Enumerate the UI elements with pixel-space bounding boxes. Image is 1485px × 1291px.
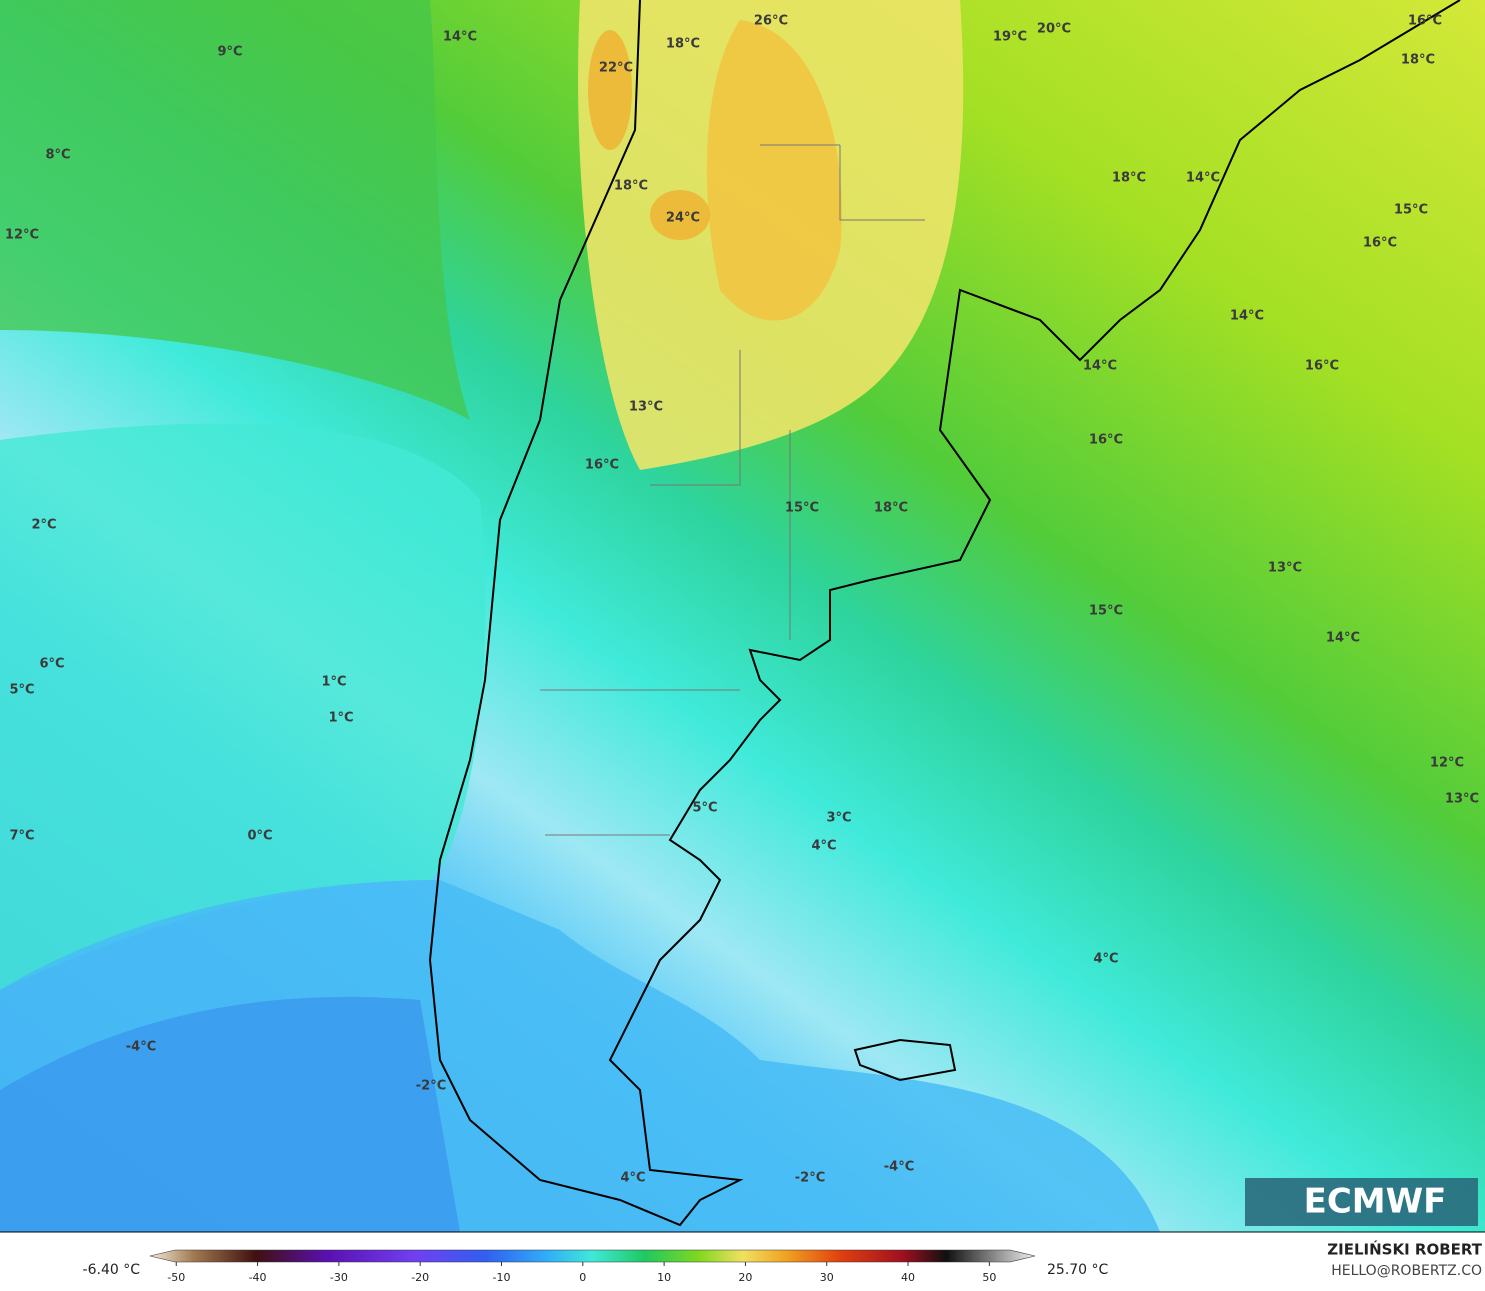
- temperature-field: [0, 996, 460, 1232]
- colorbar-tick-label: 10: [657, 1271, 671, 1284]
- temperature-label: 1°C: [321, 675, 346, 690]
- temperature-label: 18°C: [874, 501, 908, 516]
- temperature-field: [588, 30, 632, 150]
- min-label: -6.40 °C: [83, 1262, 141, 1278]
- colorbar-bar: [149, 1249, 1036, 1263]
- author: ZIELIŃSKI ROBERT: [1327, 1240, 1482, 1259]
- temperature-label: 3°C: [826, 811, 851, 826]
- colorbar-tick-label: -10: [493, 1271, 511, 1284]
- temperature-label: 20°C: [1037, 22, 1071, 37]
- colorbar-tick-label: -50: [167, 1271, 185, 1284]
- temperature-label: 4°C: [620, 1171, 645, 1186]
- temperature-label: 14°C: [443, 30, 477, 45]
- temperature-label: -2°C: [795, 1171, 825, 1186]
- logo-text: ECMWF: [1304, 1182, 1447, 1222]
- temperature-label: 14°C: [1326, 631, 1360, 646]
- temperature-field: [706, 20, 842, 321]
- temperature-label: 4°C: [811, 839, 836, 854]
- colorbar-tick-label: 20: [738, 1271, 752, 1284]
- temperature-label: 8°C: [45, 148, 70, 163]
- temperature-label: 15°C: [1394, 203, 1428, 218]
- temperature-label: 9°C: [217, 45, 242, 60]
- temperature-label: 22°C: [599, 61, 633, 76]
- temperature-label: 14°C: [1083, 359, 1117, 374]
- temperature-label: 16°C: [1408, 14, 1442, 29]
- temperature-label: 18°C: [666, 37, 700, 52]
- temperature-label: 2°C: [31, 518, 56, 533]
- temperature-label: 16°C: [585, 458, 619, 473]
- temperature-label: 5°C: [9, 683, 34, 698]
- temperature-label: 26°C: [754, 14, 788, 29]
- temperature-label: 16°C: [1305, 359, 1339, 374]
- temperature-label: 16°C: [1363, 236, 1397, 251]
- temperature-label: 14°C: [1186, 171, 1220, 186]
- temperature-label: 24°C: [666, 211, 700, 226]
- colorbar-tick-label: -30: [330, 1271, 348, 1284]
- temperature-label: 13°C: [629, 400, 663, 415]
- temperature-label: 14°C: [1230, 309, 1264, 324]
- temperature-label: 16°C: [1089, 433, 1123, 448]
- colorbar-tick-label: -40: [249, 1271, 267, 1284]
- temperature-label: 7°C: [9, 829, 34, 844]
- temperature-label: -4°C: [884, 1160, 914, 1175]
- temperature-label: 18°C: [614, 179, 648, 194]
- colorbar-tick-label: 50: [982, 1271, 996, 1284]
- temperature-label: 6°C: [39, 657, 64, 672]
- colorbar-tick-label: 0: [579, 1271, 586, 1284]
- border: [540, 144, 925, 836]
- temperature-label: 13°C: [1445, 792, 1479, 807]
- temperature-label: -4°C: [126, 1040, 156, 1055]
- map: [0, 0, 1485, 1232]
- temperature-label: -2°C: [416, 1079, 446, 1094]
- temperature-label: 12°C: [1430, 756, 1464, 771]
- coastline: [853, 1038, 957, 1082]
- temperature-label: 4°C: [1093, 952, 1118, 967]
- colorbar-tick-label: 40: [901, 1271, 915, 1284]
- logo: ECMWF: [1245, 1178, 1478, 1226]
- coastline: [428, 0, 1461, 1227]
- temperature-label: 0°C: [247, 829, 272, 844]
- logo-box: [1245, 1178, 1478, 1226]
- temperature-label: 15°C: [1089, 604, 1123, 619]
- max-label: 25.70 °C: [1047, 1262, 1109, 1278]
- temperature-field: [650, 190, 710, 240]
- temperature-label: 13°C: [1268, 561, 1302, 576]
- colorbar: -6.40 °C 25.70 °C -50 -40 -30 -20 -10 0 10 20 30…: [83, 1249, 1109, 1284]
- temperature-label: 12°C: [5, 228, 39, 243]
- temperature-label: 18°C: [1401, 53, 1435, 68]
- labels: 14°C 9°C 22°C 18°C 26°C 19°C 20°C 16°C 18°C 8°C 12…: [5, 14, 1479, 1186]
- contact: HELLO@ROBERTZ.CO: [1331, 1263, 1482, 1279]
- colorbar-tick-label: -20: [411, 1271, 429, 1284]
- colorbar-tick-label: 30: [820, 1271, 834, 1284]
- temperature-label: 1°C: [328, 711, 353, 726]
- temperature-label: 19°C: [993, 30, 1027, 45]
- temperature-field: [0, 0, 470, 420]
- temperature-label: 15°C: [785, 501, 819, 516]
- temperature-label: 18°C: [1112, 171, 1146, 186]
- temperature-field: [0, 423, 486, 991]
- temperature-label: 5°C: [692, 801, 717, 816]
